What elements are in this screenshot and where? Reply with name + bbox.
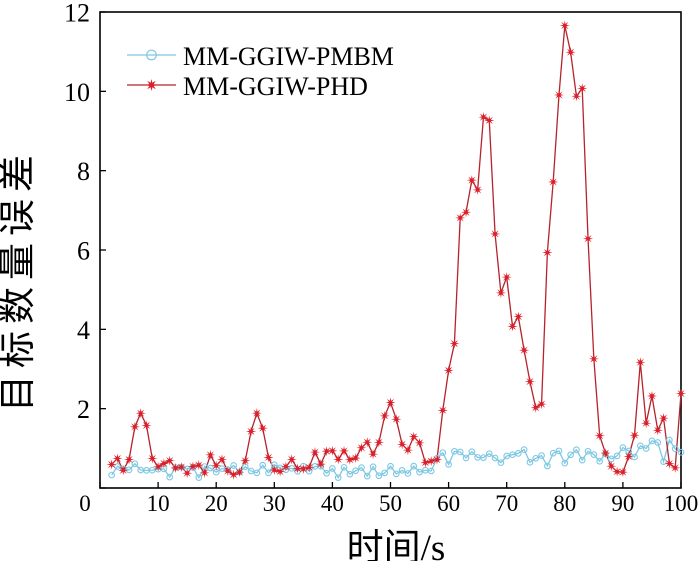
- svg-text:10: 10: [147, 491, 170, 516]
- svg-text:60: 60: [437, 491, 460, 516]
- svg-text:0: 0: [79, 491, 91, 516]
- svg-text:8: 8: [77, 157, 90, 186]
- svg-text:6: 6: [77, 237, 90, 266]
- svg-text:20: 20: [205, 491, 228, 516]
- svg-text:80: 80: [553, 491, 576, 516]
- svg-text:50: 50: [379, 491, 402, 516]
- svg-text:70: 70: [495, 491, 518, 516]
- svg-text:10: 10: [64, 78, 90, 107]
- svg-text:2: 2: [77, 395, 90, 424]
- svg-text:MM-GGIW-PHD: MM-GGIW-PHD: [183, 72, 368, 101]
- svg-text:100: 100: [664, 491, 699, 516]
- svg-text:12: 12: [64, 0, 90, 28]
- svg-text:90: 90: [611, 491, 634, 516]
- svg-text:目标数量误差: 目标数量误差: [0, 148, 39, 412]
- svg-text:时间/s: 时间/s: [347, 528, 446, 561]
- svg-text:40: 40: [321, 491, 344, 516]
- svg-text:MM-GGIW-PMBM: MM-GGIW-PMBM: [183, 42, 394, 71]
- svg-text:4: 4: [77, 316, 90, 345]
- svg-text:30: 30: [263, 491, 286, 516]
